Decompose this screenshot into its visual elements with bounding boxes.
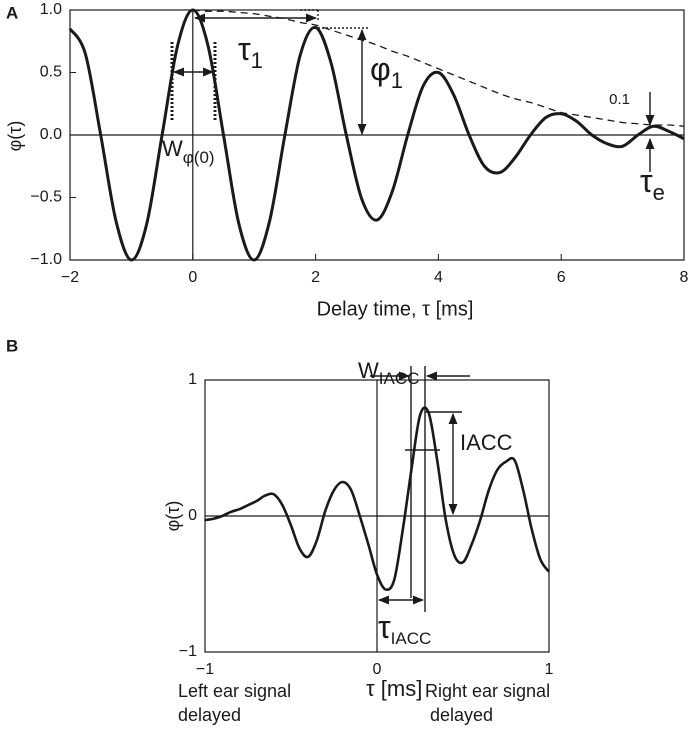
y-tick-label: −1.0 [30, 251, 62, 268]
data-line [192, 9, 685, 127]
y-axis-label: φ(τ) [5, 121, 25, 152]
x-tick-label: 8 [680, 269, 689, 286]
y-tick-label: 0.0 [40, 126, 62, 143]
annotation: 0.1 [609, 91, 630, 108]
annotation: τe [640, 163, 665, 204]
annotation-sub: e [653, 180, 665, 205]
data-line [204, 406, 551, 592]
y-tick-label: 0.5 [40, 64, 62, 81]
y-tick-label: 1 [188, 371, 197, 388]
x-tick-label: 4 [434, 269, 443, 286]
annotation: Wφ(0) [162, 136, 215, 168]
x-note: delayed [178, 705, 241, 725]
x-axis-label: τ [ms] [366, 676, 422, 701]
annotation-text: W [162, 136, 183, 161]
annotation-sub: IACC [391, 629, 432, 648]
y-axis-label: φ(τ) [163, 501, 183, 532]
x-tick-label: −2 [61, 269, 79, 286]
annotation-text: τ [378, 609, 391, 645]
y-tick-label: 0 [188, 507, 197, 524]
annotations-a [170, 9, 655, 172]
x-note: Right ear signal [425, 681, 550, 701]
x-tick-label: 6 [557, 269, 566, 286]
x-tick-label: 1 [545, 661, 554, 678]
x-note: delayed [430, 705, 493, 725]
y-tick-label: 1.0 [40, 1, 62, 18]
x-tick-label: 0 [188, 269, 197, 286]
x-tick-label: −1 [196, 661, 214, 678]
annotation: τIACC [378, 609, 431, 648]
data-line [68, 8, 685, 262]
panel-label: A [6, 3, 18, 22]
annotation-sub: 1 [391, 68, 403, 93]
x-note: Left ear signal [178, 681, 291, 701]
x-axis-label: Delay time, τ [ms] [317, 298, 474, 320]
annotation-text: W [358, 358, 379, 383]
annotation: φ1 [370, 51, 403, 92]
y-tick-label: −1 [179, 643, 197, 660]
annotation-sub: IACC [379, 369, 420, 388]
annotation: WIACC [358, 358, 419, 389]
annotation: τ1 [238, 31, 263, 72]
x-tick-label: 0 [373, 661, 382, 678]
annotation-sub: φ(0) [183, 148, 215, 167]
annotation-text: φ [370, 51, 391, 87]
annotation: IACC [460, 430, 513, 455]
x-tick-label: 2 [311, 269, 320, 286]
annotation-text: τ [640, 163, 653, 199]
annotation-sub: 1 [251, 48, 263, 73]
panel-label: B [6, 336, 18, 355]
annotation-text: τ [238, 31, 251, 67]
y-tick-label: −0.5 [30, 189, 62, 206]
annotations-b [370, 366, 470, 612]
